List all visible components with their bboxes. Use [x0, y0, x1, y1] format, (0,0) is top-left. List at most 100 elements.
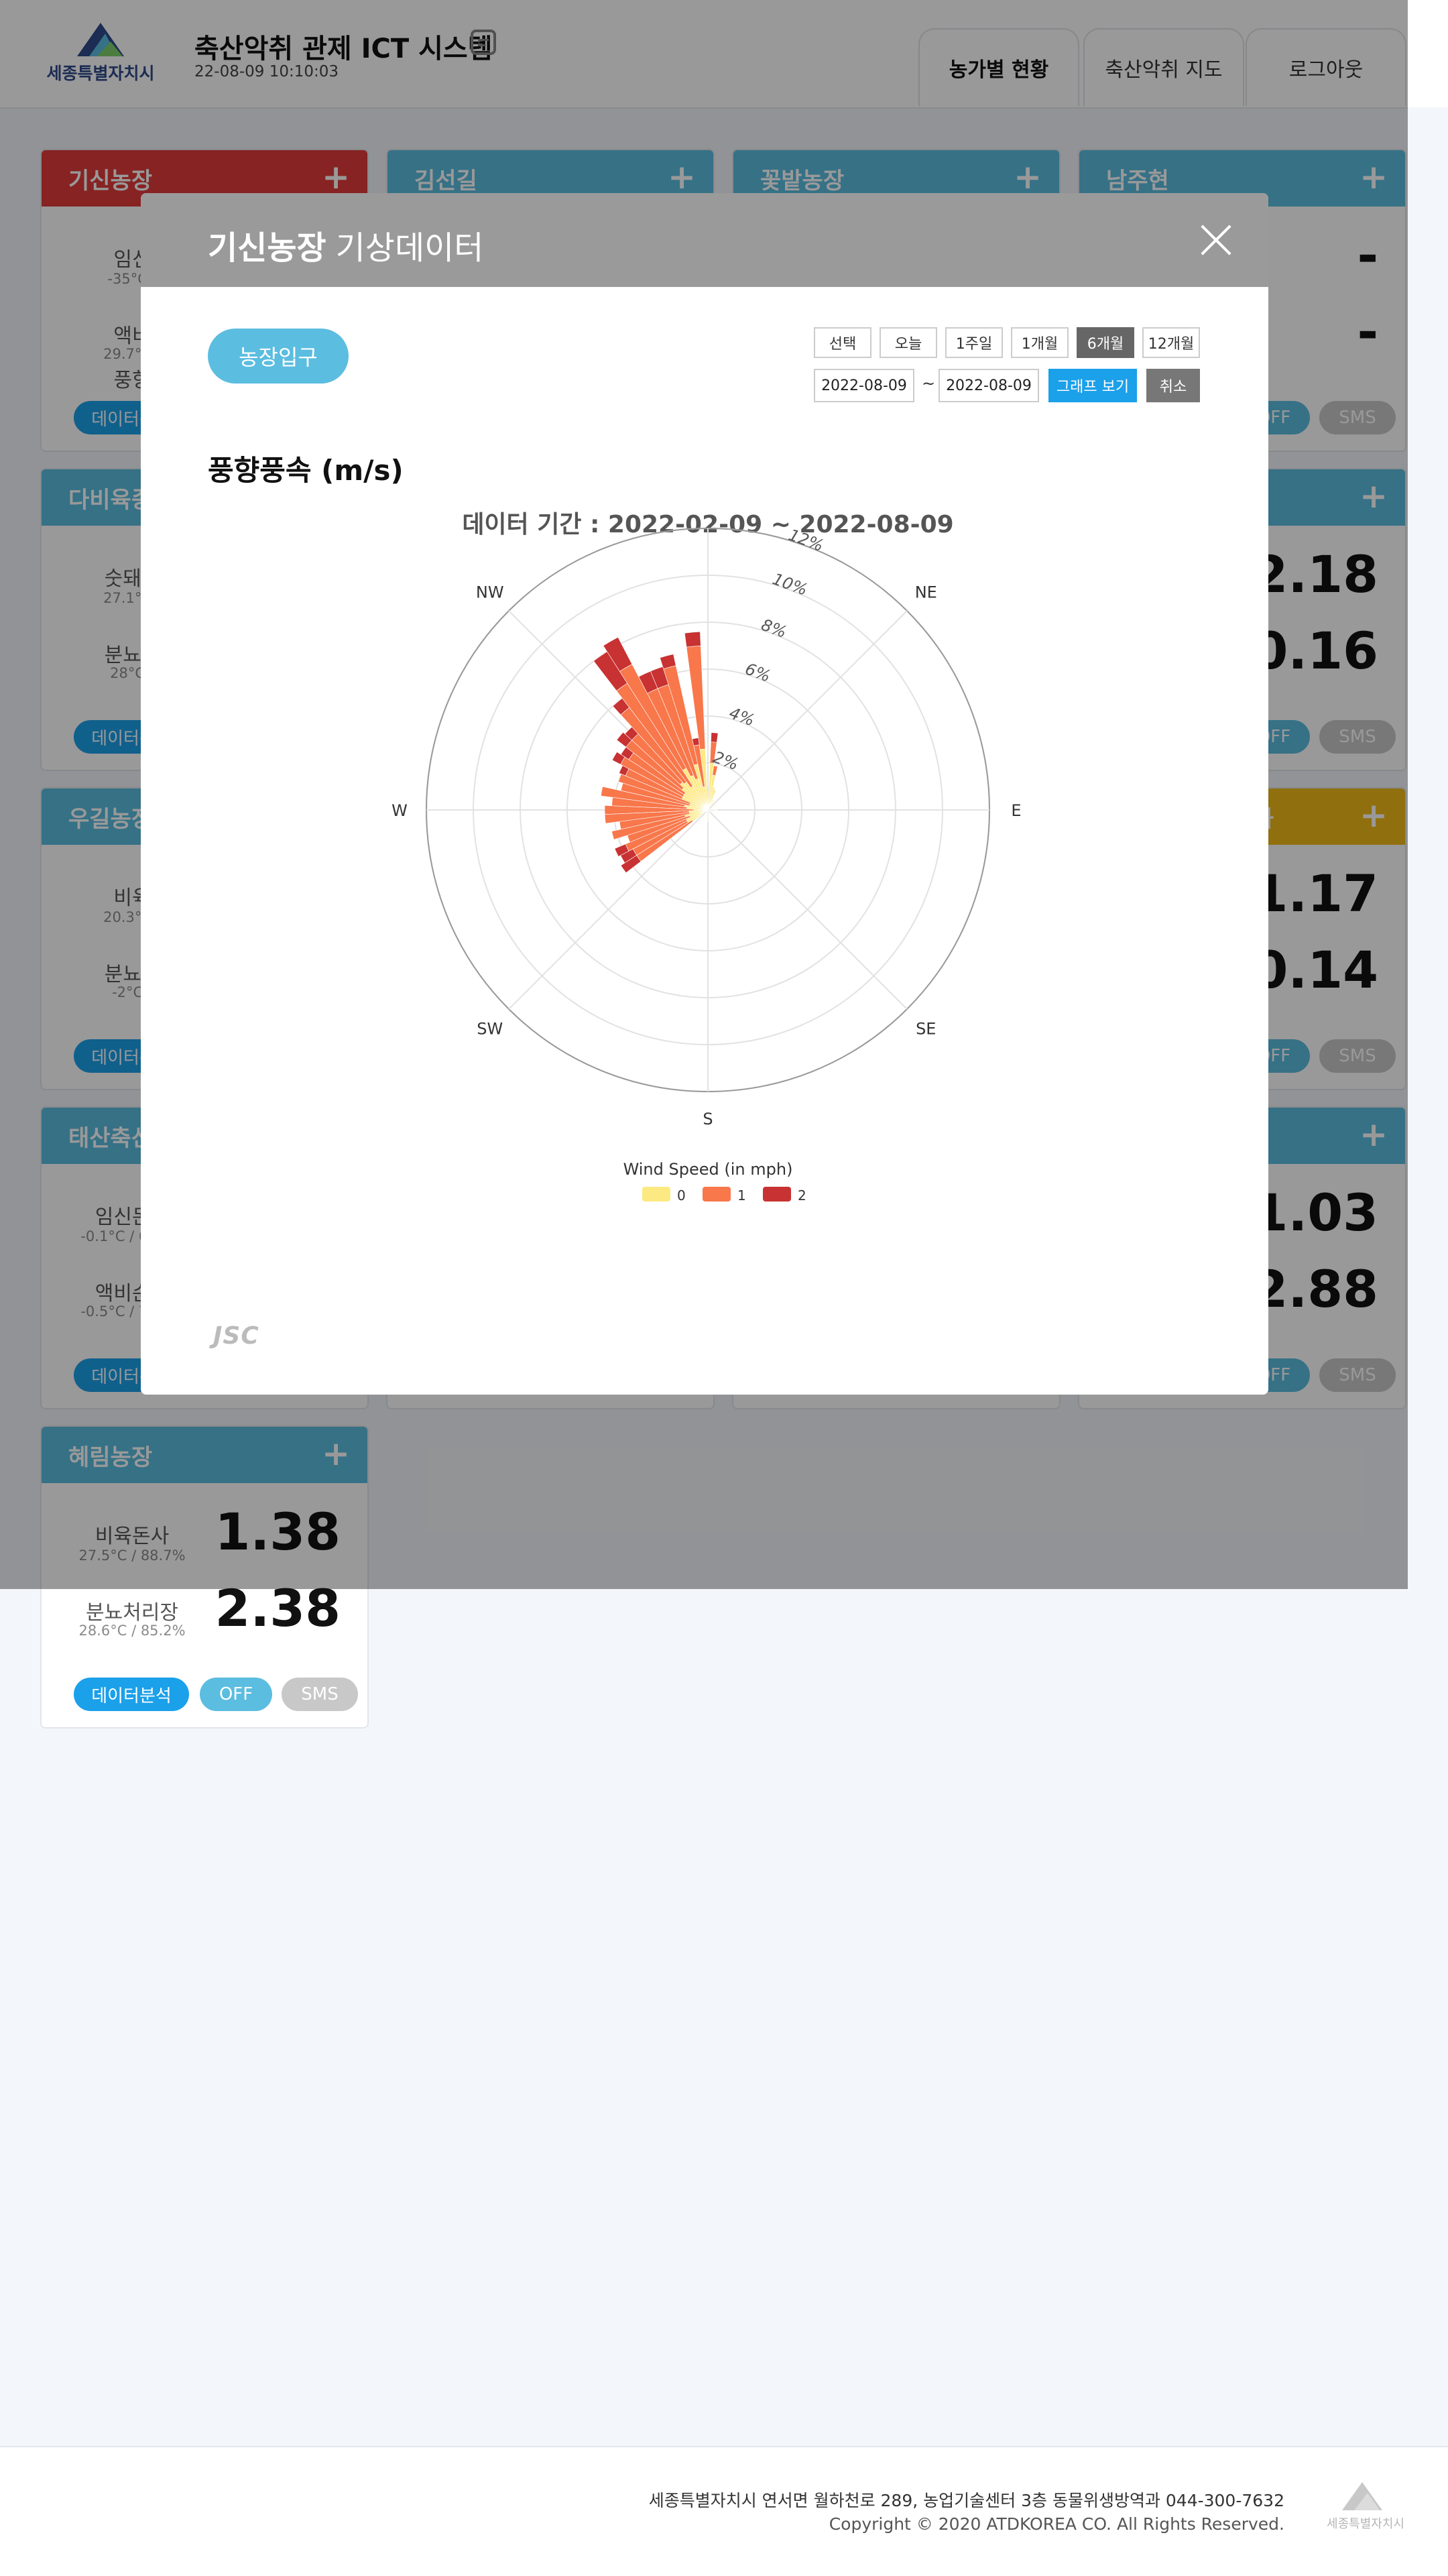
- add-icon[interactable]: +: [1360, 477, 1388, 516]
- cancel-button[interactable]: 취소: [1146, 369, 1200, 402]
- wind-wedge: [627, 815, 691, 843]
- view-graph-button[interactable]: 그래프 보기: [1048, 369, 1137, 402]
- wind-wedge: [660, 654, 676, 670]
- add-icon[interactable]: +: [322, 1434, 350, 1473]
- header-right-strip: [1408, 0, 1448, 107]
- wind-wedge: [604, 810, 690, 824]
- sensor-odor-value: 1.03: [1252, 1183, 1378, 1242]
- wind-wedge: [616, 731, 632, 748]
- modal-header: 기신농장 기상데이터: [141, 193, 1268, 287]
- legend-label: 2: [798, 1187, 806, 1204]
- date-from-input[interactable]: 2022-08-09: [814, 369, 914, 402]
- add-icon[interactable]: +: [1014, 158, 1042, 196]
- wind-rose-chart: 데이터 기간 : 2022-02-09 ~ 2022-08-09NNEESESS…: [391, 508, 1021, 1204]
- sensor-odor-value: 2.38: [215, 1578, 341, 1638]
- compass-label: SE: [916, 1019, 936, 1038]
- period-today-button[interactable]: 오늘: [880, 327, 937, 358]
- sms-button[interactable]: SMS: [1319, 1358, 1396, 1392]
- grid-spoke: [508, 809, 709, 1010]
- farm-card-title: 기신농장: [68, 168, 153, 194]
- sensor-odor-value: 2.88: [1252, 1259, 1378, 1319]
- sensor-odor-value: -: [1357, 225, 1378, 285]
- compass-label: E: [1011, 801, 1021, 820]
- farm-entrance-button[interactable]: 농장입구: [208, 329, 349, 384]
- sms-button[interactable]: SMS: [1319, 1039, 1396, 1073]
- add-icon[interactable]: +: [1360, 1115, 1388, 1154]
- sms-button[interactable]: SMS: [282, 1678, 358, 1711]
- period-select-button[interactable]: 선택: [814, 327, 871, 358]
- sensor-odor-value: -: [1357, 302, 1378, 361]
- add-icon[interactable]: +: [322, 158, 350, 196]
- wind-wedge: [620, 848, 638, 864]
- wind-wedge: [712, 765, 718, 776]
- sms-button[interactable]: SMS: [1319, 720, 1396, 754]
- farm-card-title: 혜림농장: [68, 1444, 153, 1471]
- compass-label: N: [702, 508, 714, 512]
- farm-card-title: 꽃밭농장: [760, 168, 845, 194]
- date-separator: ~: [922, 374, 936, 393]
- wind-wedge: [707, 809, 715, 815]
- farm-card-title: 태산축산: [68, 1125, 153, 1152]
- wind-wedge: [707, 809, 713, 817]
- wind-wedge: [707, 809, 718, 811]
- sejong-logo-icon: [77, 23, 124, 56]
- app-title: 축산악취 관제 ICT 시스템: [194, 34, 493, 64]
- sensor-temp-humidity: 27.5°C / 88.7%: [78, 1547, 186, 1564]
- wind-wedge: [603, 636, 633, 672]
- wind-wedge: [612, 697, 630, 715]
- farm-card-title: 김선길: [414, 168, 477, 194]
- farm-card-header[interactable]: 혜림농장 +: [42, 1427, 367, 1483]
- period-1month-button[interactable]: 1개월: [1011, 327, 1069, 358]
- sensor-odor-value: 2.18: [1252, 544, 1378, 604]
- modal-title-suffix: 기상데이터: [335, 229, 484, 267]
- add-icon[interactable]: +: [1360, 796, 1388, 835]
- wind-wedge: [707, 799, 715, 811]
- wind-wedge: [707, 789, 717, 811]
- sejong-logo[interactable]: 세종특별자치시: [40, 19, 161, 89]
- wind-wedge: [711, 732, 719, 743]
- wind-wedge: [611, 797, 688, 809]
- farm-card-title: 우길농장: [68, 806, 153, 833]
- compass-label: NW: [476, 583, 504, 602]
- period-1week-button[interactable]: 1주일: [945, 327, 1003, 358]
- date-to-input[interactable]: 2022-08-09: [939, 369, 1039, 402]
- section-title: 풍향풍속 (m/s): [208, 454, 404, 487]
- wind-wedge: [614, 843, 629, 857]
- sensor-name: 분뇨처리장: [86, 1601, 178, 1625]
- sensor-temp-humidity: 28.6°C / 85.2%: [78, 1623, 186, 1639]
- sensor-odor-value: 0.14: [1252, 940, 1378, 1000]
- wind-wedge: [601, 786, 686, 807]
- nav-logout[interactable]: 로그아웃: [1246, 28, 1406, 106]
- legend-label: 1: [737, 1187, 746, 1204]
- radial-tick-label: 4%: [727, 703, 757, 729]
- wind-wedge: [692, 738, 700, 746]
- wind-wedge: [611, 752, 625, 765]
- current-datetime: 22-08-09 10:10:03: [194, 63, 339, 80]
- memo-icon[interactable]: [471, 30, 496, 55]
- data-analysis-button[interactable]: 데이터분석: [74, 1678, 189, 1711]
- top-header: 세종특별자치시 축산악취 관제 ICT 시스템 22-08-09 10:10:0…: [0, 0, 1408, 109]
- legend-swatch: [763, 1187, 791, 1202]
- grid-spoke: [707, 610, 908, 811]
- alarm-off-toggle[interactable]: OFF: [200, 1678, 272, 1711]
- nav-odor-map[interactable]: 축산악취 지도: [1083, 28, 1244, 106]
- sms-button[interactable]: SMS: [1319, 401, 1396, 434]
- period-12month-button[interactable]: 12개월: [1142, 327, 1200, 358]
- weather-data-modal: 기신농장 기상데이터 농장입구 선택 오늘 1주일 1개월 6개월 12개월 20…: [141, 193, 1268, 1395]
- wind-wedge: [593, 651, 628, 691]
- add-icon[interactable]: +: [668, 158, 696, 196]
- legend-label: 0: [677, 1187, 686, 1204]
- wind-wedge: [620, 855, 642, 874]
- radial-tick-label: 6%: [743, 659, 773, 685]
- sensor-odor-value: 1.38: [215, 1502, 341, 1562]
- add-icon[interactable]: +: [1360, 158, 1388, 196]
- nav-farm-status[interactable]: 농가별 현황: [918, 28, 1079, 106]
- grid-spoke: [707, 809, 908, 1010]
- footer-address: 세종특별자치시 연서면 월하천로 289, 농업기술센터 3층 동물위생방역과 …: [648, 2491, 1284, 2510]
- wind-wedge: [619, 812, 690, 830]
- close-icon[interactable]: [1200, 224, 1232, 256]
- legend-swatch: [703, 1187, 731, 1202]
- period-6month-button[interactable]: 6개월: [1077, 327, 1134, 358]
- modal-title: 기신농장 기상데이터: [208, 221, 483, 268]
- wind-wedge: [707, 805, 717, 811]
